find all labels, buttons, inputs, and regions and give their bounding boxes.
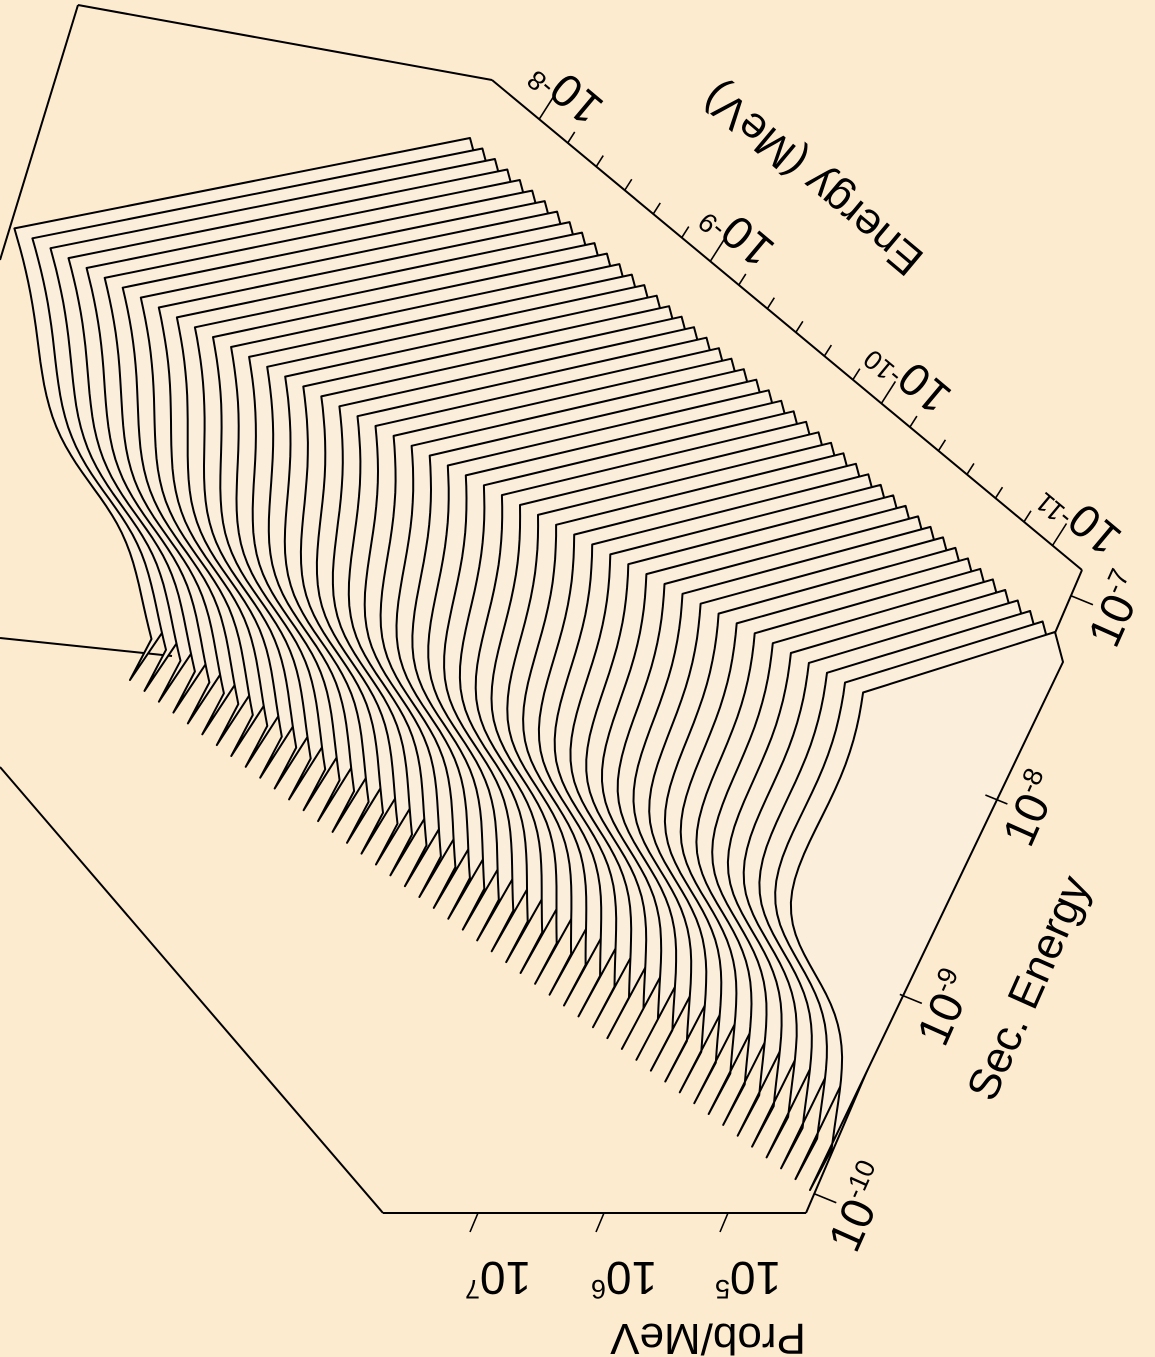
left-back-edge <box>0 4 79 261</box>
prob-tick-2 <box>595 1212 605 1233</box>
sec-energy-tick-4 <box>1070 594 1094 606</box>
energy-tick-4 <box>1051 523 1068 546</box>
prob-tick-label-2: 106 <box>591 1252 657 1304</box>
energy-minor-tick <box>595 155 604 167</box>
energy-minor-tick <box>766 297 776 310</box>
sec-energy-tick-label-2: 10-9 <box>906 963 984 1053</box>
energy-minor-tick <box>652 202 661 215</box>
top-back-edge <box>77 4 493 81</box>
prob-tick-label-1: 107 <box>465 1252 531 1304</box>
energy-tick-2 <box>709 238 725 262</box>
energy-tick-label-4: 10-11 <box>1030 469 1131 566</box>
energy-tick-1 <box>538 96 554 120</box>
energy-minor-tick <box>795 320 804 333</box>
prob-tick-1 <box>469 1212 479 1233</box>
energy-minor-tick <box>994 486 1004 499</box>
energy-tick-label-2: 10-9 <box>693 189 784 277</box>
sec-energy-tick-3 <box>985 794 1008 805</box>
energy-minor-tick <box>966 463 975 475</box>
ridge-series-1 <box>789 631 1064 1191</box>
energy-tick-3 <box>880 380 897 404</box>
energy-minor-tick <box>1023 510 1032 523</box>
prob-tick-label-3: 105 <box>715 1252 781 1304</box>
sec-energy-tick-label-1: 10-10 <box>818 1155 902 1259</box>
energy-minor-tick <box>624 178 633 191</box>
sec-energy-tick-1 <box>813 1192 837 1204</box>
energy-minor-tick <box>852 368 861 381</box>
energy-tick-label-3: 10-10 <box>858 327 961 425</box>
sec-energy-axis-title: Sec. Energy <box>958 869 1100 1108</box>
energy-minor-tick <box>823 344 833 357</box>
prob-tick-3 <box>719 1212 729 1233</box>
ridge-curves <box>13 137 1064 1191</box>
sec-energy-tick-label-4: 10-7 <box>1077 564 1155 654</box>
energy-minor-tick <box>909 415 918 428</box>
prob-axis-title: Prob/MeV <box>610 1314 806 1357</box>
energy-minor-tick <box>567 131 576 144</box>
energy-minor-tick <box>937 439 947 452</box>
sec-energy-tick-2 <box>899 993 923 1005</box>
energy-axis-line <box>491 79 1083 571</box>
axis-ticks <box>469 96 1094 1233</box>
energy-tick-label-1: 10-8 <box>521 47 612 135</box>
energy-minor-tick <box>681 226 690 239</box>
left-floor-edge <box>0 766 384 1214</box>
energy-minor-tick <box>738 273 747 286</box>
